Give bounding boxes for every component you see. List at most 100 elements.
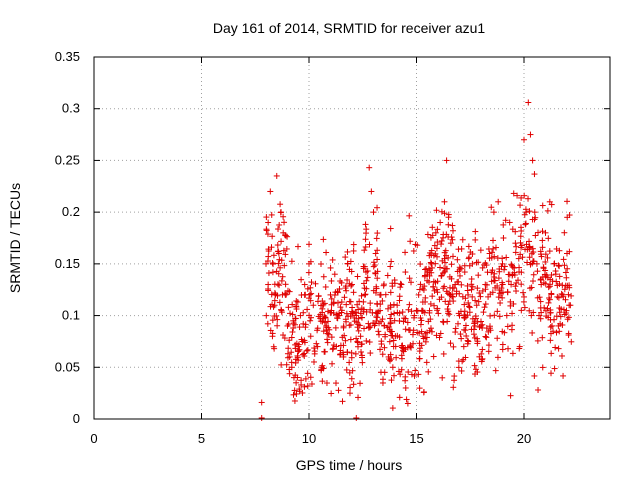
- data-point: [495, 294, 502, 301]
- data-point: [449, 236, 456, 243]
- data-point: [416, 348, 423, 355]
- data-point: [444, 290, 451, 297]
- data-point: [440, 319, 447, 326]
- data-point: [476, 353, 483, 360]
- data-point: [384, 272, 391, 279]
- data-point: [304, 370, 311, 377]
- data-point: [270, 343, 277, 350]
- data-point: [496, 313, 503, 320]
- data-point: [422, 266, 429, 273]
- data-point: [554, 293, 561, 300]
- data-point: [396, 394, 403, 401]
- data-point: [360, 280, 367, 287]
- data-point: [354, 339, 361, 346]
- data-point: [308, 279, 315, 286]
- data-point: [529, 329, 536, 336]
- data-point: [445, 301, 452, 308]
- data-point: [472, 315, 479, 322]
- data-point: [464, 287, 471, 294]
- data-point: [396, 297, 403, 304]
- data-point: [337, 304, 344, 311]
- data-point: [280, 332, 287, 339]
- data-point: [443, 157, 450, 164]
- data-point: [386, 338, 393, 345]
- data-point: [387, 315, 394, 322]
- data-point: [347, 336, 354, 343]
- data-point: [397, 371, 404, 378]
- data-point: [381, 344, 388, 351]
- data-point: [461, 269, 468, 276]
- data-point: [464, 337, 471, 344]
- data-point: [382, 333, 389, 340]
- data-point: [444, 318, 451, 325]
- data-point: [494, 354, 501, 361]
- data-point: [547, 337, 554, 344]
- data-point: [482, 286, 489, 293]
- x-tick-label: 15: [409, 431, 423, 446]
- data-point: [552, 344, 559, 351]
- data-point: [273, 172, 280, 179]
- data-point: [327, 264, 334, 271]
- data-point: [366, 339, 373, 346]
- data-point: [447, 284, 454, 291]
- data-point: [556, 273, 563, 280]
- data-point: [288, 258, 295, 265]
- data-point: [381, 322, 388, 329]
- data-point: [447, 340, 454, 347]
- y-axis-label: SRMTID / TECUs: [7, 183, 23, 293]
- data-point: [568, 338, 575, 345]
- data-point: [564, 265, 571, 272]
- data-point: [343, 366, 350, 373]
- data-point: [507, 392, 514, 399]
- data-point: [364, 268, 371, 275]
- data-point: [284, 233, 291, 240]
- data-point: [276, 299, 283, 306]
- data-point: [548, 370, 555, 377]
- data-point: [490, 209, 497, 216]
- data-point: [557, 313, 564, 320]
- data-point: [428, 260, 435, 267]
- data-point: [564, 198, 571, 205]
- data-point: [492, 277, 499, 284]
- data-point: [449, 222, 456, 229]
- data-point: [264, 320, 271, 327]
- data-point: [399, 309, 406, 316]
- data-point: [372, 320, 379, 327]
- data-point: [271, 297, 278, 304]
- data-point: [424, 277, 431, 284]
- data-point: [525, 195, 532, 202]
- data-point: [344, 260, 351, 267]
- data-point: [482, 333, 489, 340]
- data-point: [428, 328, 435, 335]
- data-point: [343, 310, 350, 317]
- data-point: [436, 334, 443, 341]
- data-point: [374, 204, 381, 211]
- data-point: [278, 361, 285, 368]
- data-point: [503, 254, 510, 261]
- data-point: [270, 261, 277, 268]
- data-point: [379, 351, 386, 358]
- data-point: [534, 294, 541, 301]
- x-tick-label: 10: [302, 431, 316, 446]
- data-point: [499, 294, 506, 301]
- data-point: [329, 256, 336, 263]
- data-point: [509, 310, 516, 317]
- data-point: [377, 291, 384, 298]
- data-point: [288, 334, 295, 341]
- data-point: [568, 292, 575, 299]
- data-point: [419, 285, 426, 292]
- data-point: [319, 362, 326, 369]
- data-point: [455, 364, 462, 371]
- data-point: [352, 309, 359, 316]
- data-point: [283, 361, 290, 368]
- data-point: [313, 340, 320, 347]
- data-point: [530, 258, 537, 265]
- data-point: [472, 228, 479, 235]
- data-point: [290, 325, 297, 332]
- data-point: [304, 383, 311, 390]
- data-point: [288, 349, 295, 356]
- data-point: [555, 262, 562, 269]
- data-point: [377, 301, 384, 308]
- data-point: [551, 316, 558, 323]
- data-point: [348, 268, 355, 275]
